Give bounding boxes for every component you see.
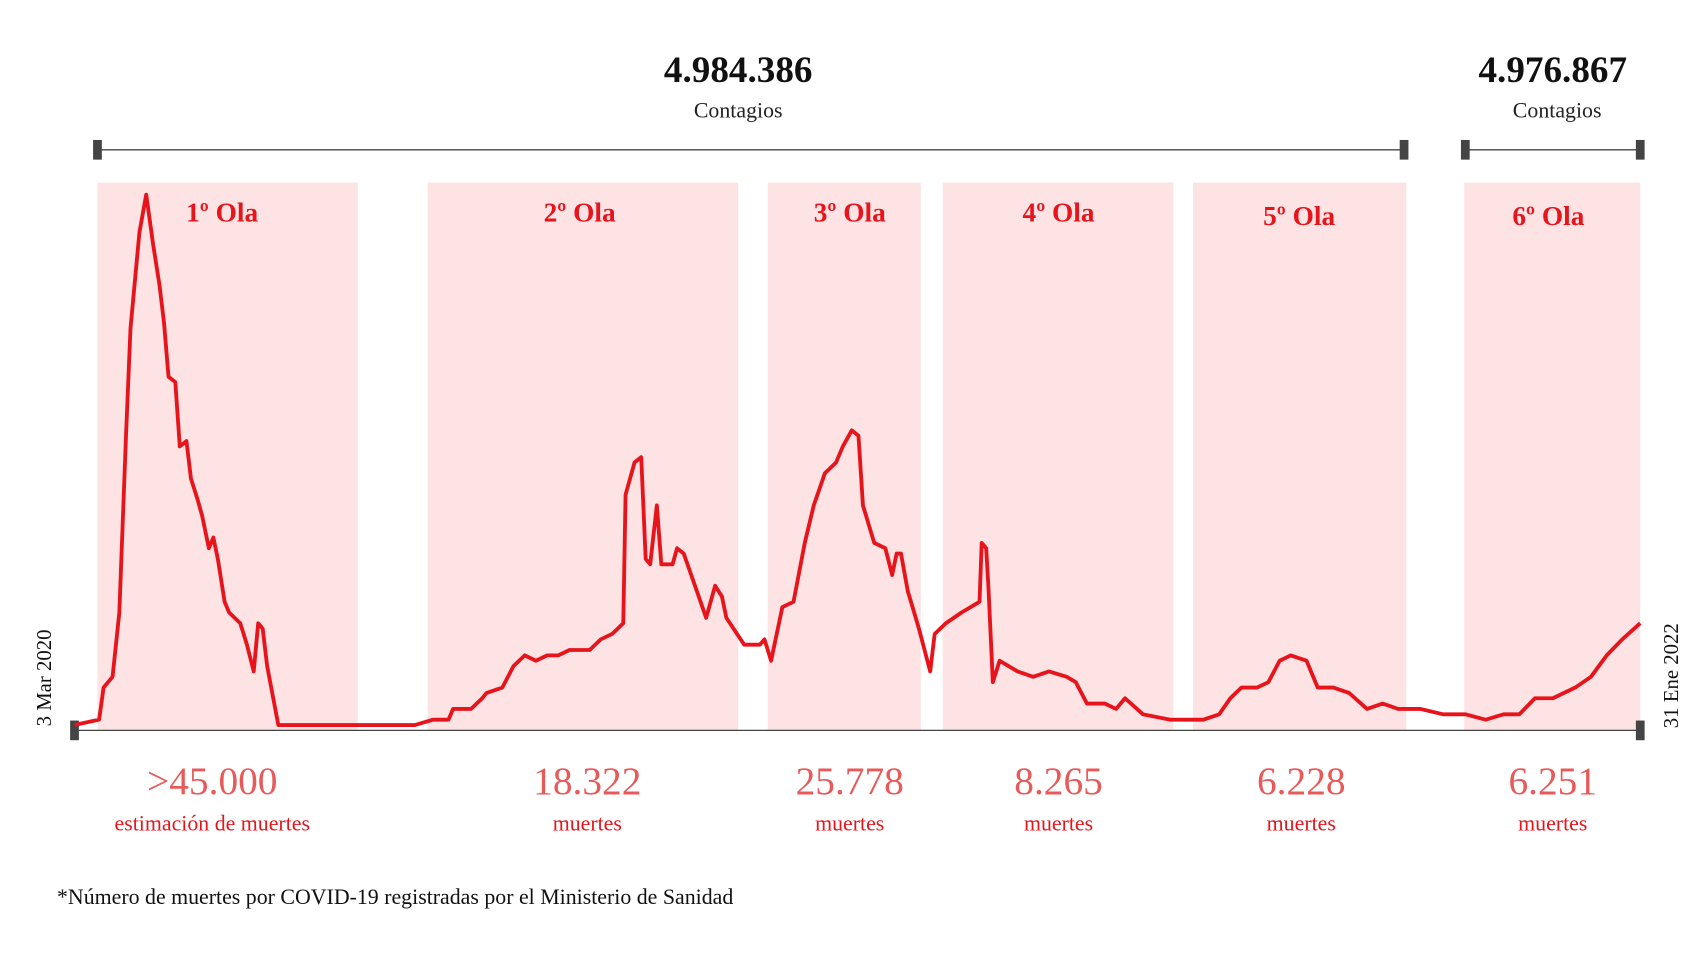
wave-label: 5º Ola bbox=[1263, 201, 1335, 231]
axis-cap bbox=[1635, 720, 1645, 741]
wave-bands bbox=[97, 182, 1641, 731]
wave-band bbox=[767, 182, 921, 731]
deaths-value: 18.322 bbox=[533, 759, 641, 803]
footnote: *Número de muertes por COVID-19 registra… bbox=[57, 885, 733, 909]
deaths-value: 6.251 bbox=[1508, 759, 1597, 803]
wave-band bbox=[1193, 182, 1407, 731]
deaths-label: muertes bbox=[1518, 812, 1587, 836]
deaths-label: muertes bbox=[553, 812, 622, 836]
total-label: Contagios bbox=[694, 99, 783, 123]
total-label: Contagios bbox=[1513, 99, 1602, 123]
wave-label: 4º Ola bbox=[1023, 198, 1095, 228]
deaths-value: 8.265 bbox=[1014, 759, 1103, 803]
wave-label: 1º Ola bbox=[186, 198, 258, 228]
wave-band bbox=[97, 182, 358, 731]
deaths-value: 25.778 bbox=[796, 759, 904, 803]
deaths-value: >45.000 bbox=[147, 759, 277, 803]
total-value: 4.984.386 bbox=[664, 50, 813, 91]
wave-band bbox=[1464, 182, 1641, 731]
wave-band bbox=[427, 182, 739, 731]
deaths-label: estimación de muertes bbox=[115, 812, 310, 836]
deaths-label: muertes bbox=[1267, 812, 1336, 836]
bracket-cap bbox=[1635, 139, 1645, 160]
x-end-label: 31 Ene 2022 bbox=[1660, 623, 1683, 728]
deaths-label: muertes bbox=[1024, 812, 1093, 836]
bracket-cap bbox=[1460, 139, 1470, 160]
deaths-label: muertes bbox=[815, 812, 884, 836]
total-value: 4.976.867 bbox=[1478, 50, 1627, 91]
line-series bbox=[74, 192, 1642, 727]
bracket-cap bbox=[93, 139, 102, 160]
wave-label: 6º Ola bbox=[1512, 201, 1584, 231]
bracket-cap bbox=[1399, 139, 1409, 160]
deaths-value: 6.228 bbox=[1257, 759, 1346, 803]
axis-cap bbox=[70, 720, 79, 741]
wave-band bbox=[942, 182, 1174, 731]
wave-label: 3º Ola bbox=[814, 198, 886, 228]
x-start-label: 3 Mar 2020 bbox=[33, 629, 56, 726]
wave-label: 2º Ola bbox=[544, 198, 616, 228]
